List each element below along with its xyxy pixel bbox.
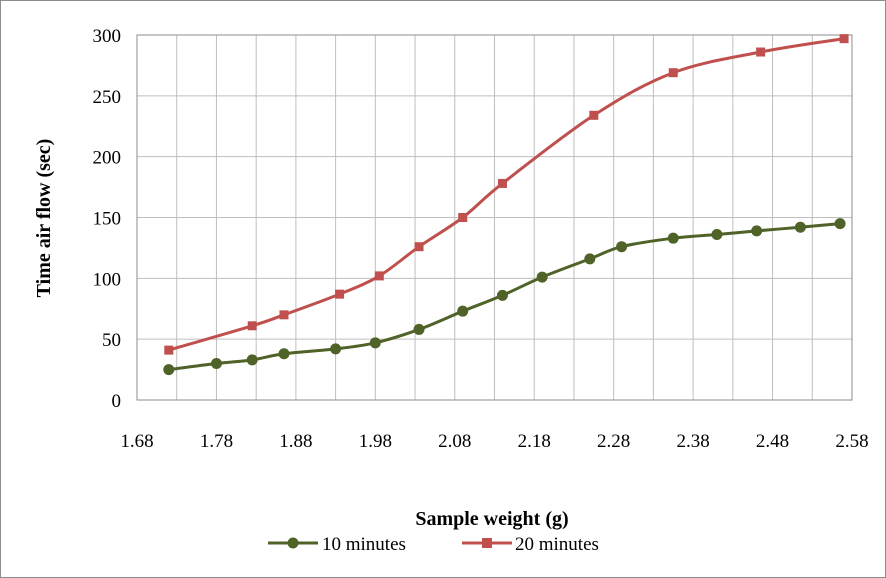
data-point [536, 271, 548, 283]
x-tick-label: 1.68 [120, 431, 153, 452]
y-axis-title: Time air flow (sec) [33, 139, 55, 298]
data-point [369, 337, 381, 349]
data-point [457, 305, 469, 317]
y-tick-label: 50 [102, 330, 121, 351]
series-layer [163, 34, 849, 376]
y-tick-label: 0 [112, 391, 122, 412]
data-point [667, 232, 679, 244]
x-tick-label: 2.18 [518, 431, 551, 452]
data-point [374, 271, 384, 281]
data-point [246, 354, 258, 366]
data-point [834, 218, 846, 230]
data-point [711, 229, 723, 241]
x-axis-title: Sample weight (g) [415, 508, 568, 530]
data-point [756, 47, 766, 57]
data-point [164, 345, 174, 355]
data-point [496, 289, 508, 301]
x-tick-label: 2.48 [756, 431, 789, 452]
x-tick-label: 2.38 [676, 431, 709, 452]
legend: 10 minutes 20 minutes [268, 534, 599, 555]
data-point [163, 364, 175, 376]
data-point [210, 358, 222, 369]
data-point [335, 289, 345, 299]
data-point [330, 343, 342, 355]
data-point [279, 310, 289, 320]
data-point [616, 241, 628, 253]
data-point [751, 225, 763, 237]
x-axis-ticks: 1.68 1.78 1.88 1.98 2.08 2.18 2.28 2.38 2.48 2.58 [120, 431, 868, 452]
data-point [414, 242, 424, 252]
y-tick-label: 200 [93, 148, 122, 169]
legend-marker-20-minutes [482, 538, 492, 548]
legend-label-10-minutes: 10 minutes [322, 534, 406, 555]
legend-label-20-minutes: 20 minutes [515, 534, 599, 555]
plot-border [136, 34, 853, 401]
series-10-minutes [163, 218, 846, 376]
x-tick-label: 2.28 [597, 431, 630, 452]
legend-item-20-minutes: 20 minutes [462, 534, 599, 555]
data-point [413, 323, 425, 335]
x-tick-label: 2.58 [835, 431, 868, 452]
x-tick-label: 1.88 [279, 431, 312, 452]
x-tick-label: 1.78 [200, 431, 233, 452]
grid [136, 34, 853, 401]
data-point [278, 348, 290, 360]
y-tick-label: 100 [93, 269, 122, 290]
x-tick-label: 2.08 [438, 431, 471, 452]
legend-marker-10-minutes [287, 537, 299, 549]
series-20-minutes [164, 34, 849, 355]
y-tick-label: 250 [93, 87, 122, 108]
data-point [839, 34, 849, 44]
y-axis-ticks: 0 50 100 150 200 250 300 [93, 26, 122, 412]
plot-area [136, 34, 853, 401]
y-tick-label: 150 [93, 209, 122, 230]
data-point [458, 213, 468, 222]
data-point [668, 68, 678, 78]
data-point [247, 321, 257, 331]
data-point [497, 178, 507, 188]
data-point [584, 253, 596, 265]
data-point [589, 110, 599, 120]
series-line-20-minutes [168, 37, 845, 352]
y-tick-label: 300 [93, 26, 122, 47]
legend-item-10-minutes: 10 minutes [268, 534, 406, 555]
data-point [794, 221, 806, 233]
x-tick-label: 1.98 [359, 431, 392, 452]
